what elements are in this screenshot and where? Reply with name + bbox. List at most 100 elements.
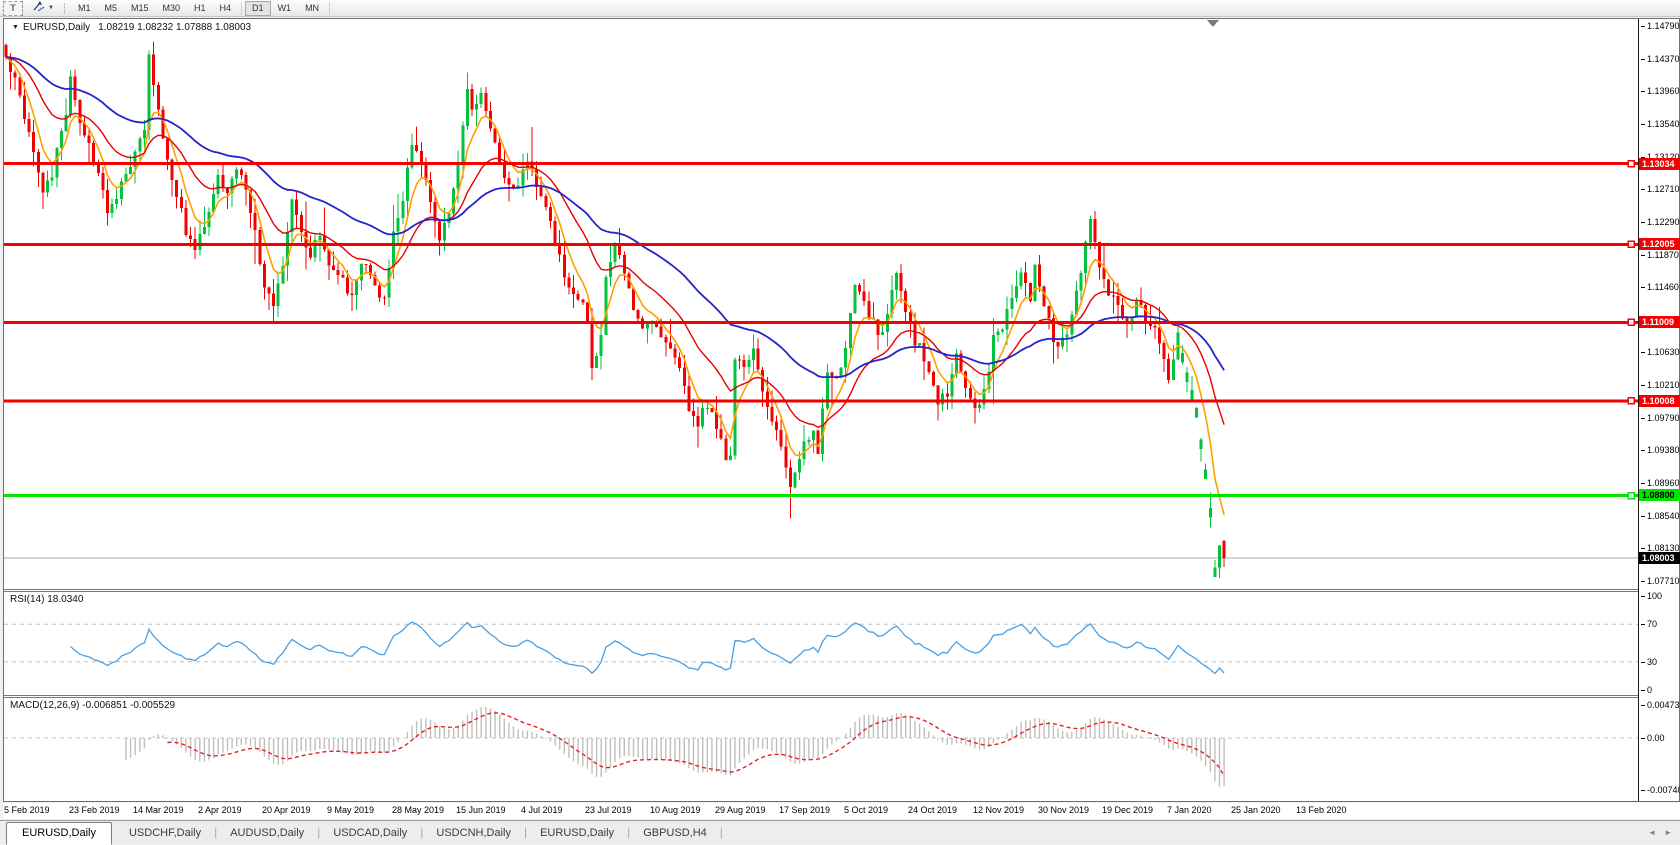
x-axis-date-label: 2 Apr 2019 bbox=[198, 805, 242, 815]
chart-window[interactable]: ▼ EURUSD,Daily 1.08219 1.08232 1.07888 1.0… bbox=[3, 18, 1680, 802]
toolbar-separator bbox=[329, 1, 331, 15]
ma-medium-line bbox=[5, 56, 1225, 429]
price-tick-label: 1.14790 bbox=[1641, 20, 1680, 32]
timeframe-button-h4[interactable]: H4 bbox=[219, 2, 232, 13]
arrows-tool-button[interactable]: ▼ bbox=[29, 1, 57, 16]
x-axis-date-label: 15 Jun 2019 bbox=[456, 805, 506, 815]
x-axis-date-label: 23 Feb 2019 bbox=[69, 805, 120, 815]
timeframe-button-m1[interactable]: M1 bbox=[77, 2, 91, 13]
timeframe-button-d1[interactable]: D1 bbox=[245, 0, 271, 16]
price-tick-label: 1.13540 bbox=[1641, 118, 1680, 130]
tab-separator: | bbox=[627, 825, 631, 839]
macd-scale-label: 0.00 bbox=[1641, 732, 1680, 744]
price-tick-label: 1.10630 bbox=[1641, 346, 1680, 358]
rsi-pane[interactable]: RSI(14) 18.0340 bbox=[4, 592, 1638, 695]
rsi-scale-label: 30 bbox=[1641, 656, 1680, 668]
price-tick-label: 1.08130 bbox=[1641, 542, 1680, 554]
x-axis-date-label: 12 Nov 2019 bbox=[973, 805, 1025, 815]
price-tick-label: 1.10210 bbox=[1641, 379, 1680, 391]
tab-separator: | bbox=[317, 825, 321, 839]
current-price-tag: 1.08003 bbox=[1639, 552, 1680, 564]
chevron-down-icon[interactable]: ▼ bbox=[48, 5, 54, 11]
tab-eurusd-daily[interactable]: EURUSD,Daily bbox=[6, 822, 112, 845]
ma-slow-line bbox=[5, 56, 1225, 379]
macd-histogram bbox=[125, 707, 1225, 787]
x-axis-date-label: 19 Dec 2019 bbox=[1102, 805, 1154, 815]
macd-signal-line bbox=[167, 712, 1225, 778]
arrows-tool-icon bbox=[32, 0, 46, 17]
tab-gbpusd-h4[interactable]: GBPUSD,H4 bbox=[643, 827, 707, 839]
chart-shift-marker-icon[interactable] bbox=[1207, 20, 1219, 27]
timeframe-button-w1[interactable]: W1 bbox=[277, 2, 292, 13]
chart-title: ▼ EURUSD,Daily 1.08219 1.08232 1.07888 1.0… bbox=[12, 22, 251, 33]
price-tick-label: 1.13120 bbox=[1641, 151, 1680, 163]
horizontal-level-lines[interactable] bbox=[4, 159, 1638, 500]
tab-usdchf-daily[interactable]: USDCHF,Daily bbox=[128, 827, 202, 839]
tab-eurusd-daily[interactable]: EURUSD,Daily bbox=[540, 827, 615, 839]
price-pane[interactable] bbox=[4, 19, 1638, 589]
x-axis-date-label: 17 Sep 2019 bbox=[779, 805, 831, 815]
date-axis: 5 Feb 2019 23 Feb 2019 14 Mar 2019 2 Apr 20… bbox=[3, 803, 1680, 819]
toolbar-separator bbox=[241, 1, 243, 15]
rsi-scale-label: 0 bbox=[1641, 684, 1680, 696]
pane-separator[interactable] bbox=[4, 589, 1638, 592]
rsi-label: RSI(14) 18.0340 bbox=[10, 594, 84, 605]
tab-scroll-left-icon[interactable]: ◄ bbox=[1648, 828, 1657, 837]
hline-price-tag: 1.10008 bbox=[1639, 395, 1680, 407]
x-axis-date-label: 30 Nov 2019 bbox=[1038, 805, 1090, 815]
rsi-scale-label: 70 bbox=[1641, 618, 1680, 630]
price-tick-label: 1.11460 bbox=[1641, 281, 1680, 293]
price-tick-label: 1.14370 bbox=[1641, 53, 1680, 65]
price-tick-label: 1.12290 bbox=[1641, 216, 1680, 228]
hline-price-tag: 1.13034 bbox=[1639, 158, 1680, 170]
x-axis-date-label: 5 Oct 2019 bbox=[844, 805, 889, 815]
tab-audusd-daily[interactable]: AUDUSD,Daily bbox=[230, 827, 305, 839]
tab-scroll-arrows: ◄ ► bbox=[1640, 828, 1672, 837]
macd-label: MACD(12,26,9) -0.006851 -0.005529 bbox=[10, 700, 176, 711]
x-axis-date-label: 23 Jul 2019 bbox=[585, 805, 632, 815]
hline-price-tag: 1.11009 bbox=[1639, 316, 1680, 328]
hline-price-tag: 1.12005 bbox=[1639, 238, 1680, 250]
x-axis-date-label: 9 May 2019 bbox=[327, 805, 375, 815]
pane-separator[interactable] bbox=[4, 695, 1638, 698]
top-toolbar: T ▼ M1 M5 M15 M30 H1 H4 D1 W1 MN bbox=[0, 0, 1680, 17]
timeframe-bar: M1 M5 M15 M30 H1 H4 D1 W1 MN bbox=[71, 0, 333, 17]
chart-ohlc-values: 1.08219 1.08232 1.07888 1.08003 bbox=[98, 22, 252, 33]
x-axis-date-label: 24 Oct 2019 bbox=[908, 805, 958, 815]
x-axis-date-label: 10 Aug 2019 bbox=[650, 805, 701, 815]
price-axis-line bbox=[1638, 19, 1639, 801]
rsi-line bbox=[70, 621, 1225, 675]
macd-pane[interactable]: MACD(12,26,9) -0.006851 -0.005529 bbox=[4, 698, 1638, 801]
timeframe-button-h1[interactable]: H1 bbox=[194, 2, 206, 13]
price-tick-label: 1.08540 bbox=[1641, 510, 1680, 522]
price-tick-label: 1.13960 bbox=[1641, 85, 1680, 97]
x-axis-date-label: 4 Jul 2019 bbox=[521, 805, 563, 815]
timeframe-button-mn[interactable]: MN bbox=[305, 2, 320, 13]
tab-separator: | bbox=[719, 825, 723, 839]
tab-scroll-right-icon[interactable]: ► bbox=[1664, 828, 1672, 837]
rsi-scale-label: 100 bbox=[1641, 590, 1680, 602]
timeframe-button-m15[interactable]: M15 bbox=[130, 2, 149, 13]
x-axis-date-label: 5 Feb 2019 bbox=[4, 805, 50, 815]
timeframe-button-m30[interactable]: M30 bbox=[162, 2, 181, 13]
x-axis-date-label: 29 Aug 2019 bbox=[715, 805, 766, 815]
tab-usdcad-daily[interactable]: USDCAD,Daily bbox=[333, 827, 408, 839]
collapse-triangle-icon[interactable]: ▼ bbox=[12, 24, 19, 31]
price-tick-label: 1.08960 bbox=[1641, 477, 1680, 489]
price-tick-label: 1.12710 bbox=[1641, 183, 1680, 195]
tab-separator: | bbox=[523, 825, 528, 839]
text-tool-button[interactable]: T bbox=[3, 0, 23, 16]
x-axis-date-label: 14 Mar 2019 bbox=[133, 805, 184, 815]
toolbar-grip bbox=[63, 2, 65, 14]
price-tick-label: 1.11870 bbox=[1641, 249, 1680, 261]
candles-layer bbox=[4, 41, 1226, 578]
ma-fast-line bbox=[5, 56, 1225, 515]
x-axis-date-label: 20 Apr 2019 bbox=[262, 805, 311, 815]
tab-usdcnh-daily[interactable]: USDCNH,Daily bbox=[436, 827, 511, 839]
x-axis-date-label: 25 Jan 2020 bbox=[1231, 805, 1281, 815]
x-axis-date-label: 28 May 2019 bbox=[392, 805, 445, 815]
x-axis-date-label: 7 Jan 2020 bbox=[1167, 805, 1212, 815]
tab-separator: | bbox=[214, 825, 218, 839]
macd-scale-label: 0.00473 bbox=[1641, 699, 1680, 711]
timeframe-button-m5[interactable]: M5 bbox=[104, 2, 117, 13]
